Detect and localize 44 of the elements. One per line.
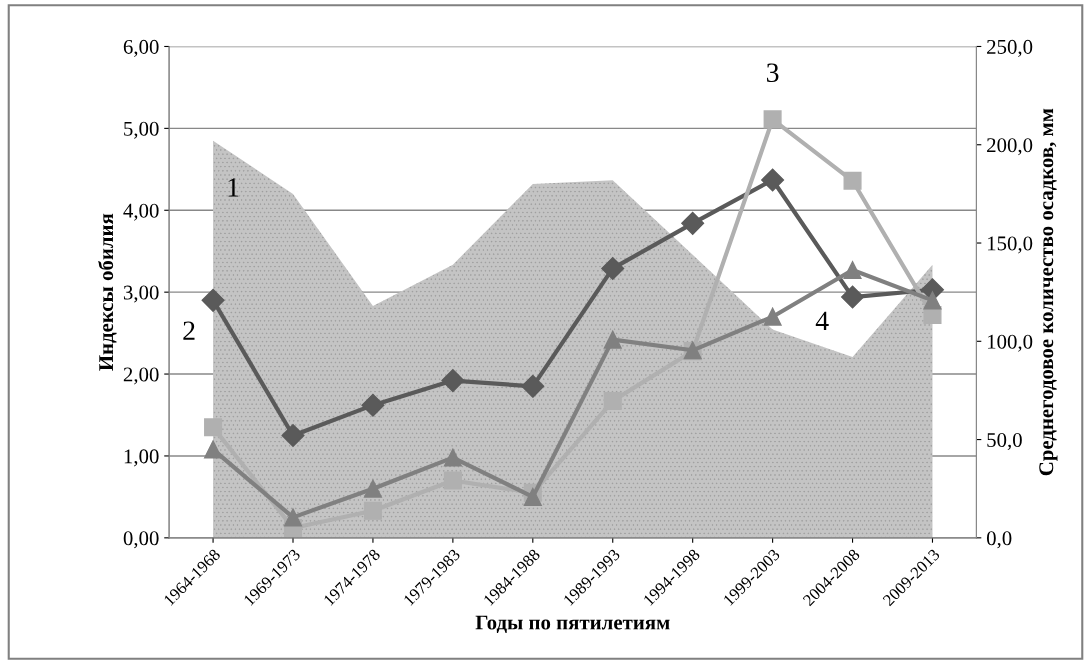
y-tick-label: 4,00	[123, 203, 159, 221]
y2-axis-title: Среднегодовое количество осадков, мм	[1039, 108, 1058, 476]
point	[363, 501, 382, 520]
point	[681, 211, 705, 235]
point	[763, 307, 782, 326]
point	[603, 392, 622, 411]
point	[204, 418, 223, 437]
point	[443, 471, 462, 490]
point	[201, 288, 225, 312]
y2-tick-label: 0,0	[986, 531, 1012, 549]
point	[843, 171, 862, 190]
point	[923, 291, 942, 310]
point	[204, 440, 223, 459]
y-tick-label: 0,00	[123, 531, 159, 549]
point	[603, 330, 622, 349]
point	[841, 285, 865, 309]
point	[281, 423, 305, 447]
point	[441, 369, 465, 393]
y-axis-title: Индексы обилия	[98, 213, 117, 371]
y-tick-label: 3,00	[123, 285, 159, 303]
point	[761, 168, 785, 192]
point	[361, 393, 385, 417]
y-tick-label: 1,00	[124, 449, 159, 467]
y2-tick-label: 100,0	[988, 334, 1033, 352]
annotation: 3	[767, 63, 779, 83]
y2-tick-label: 250,0	[987, 39, 1033, 57]
annotation: 1	[228, 178, 239, 197]
x-axis-title: Годы по пятилетиям	[475, 615, 670, 633]
annotation: 2	[183, 321, 195, 340]
point	[763, 110, 782, 129]
y2-tick-label: 50,0	[987, 432, 1022, 450]
point	[443, 448, 462, 467]
y2-tick-label: 200,0	[987, 138, 1033, 156]
y-tick-label: 6,00	[123, 39, 159, 57]
point	[283, 508, 303, 527]
y-tick-label: 5,00	[124, 121, 159, 139]
y-tick-label: 2,00	[123, 367, 159, 385]
y2-tick-label: 150,0	[988, 236, 1033, 254]
point	[521, 374, 545, 398]
point	[363, 479, 382, 498]
point	[523, 487, 542, 506]
point	[843, 261, 862, 280]
annotation: 4	[815, 311, 829, 330]
point	[601, 256, 625, 280]
